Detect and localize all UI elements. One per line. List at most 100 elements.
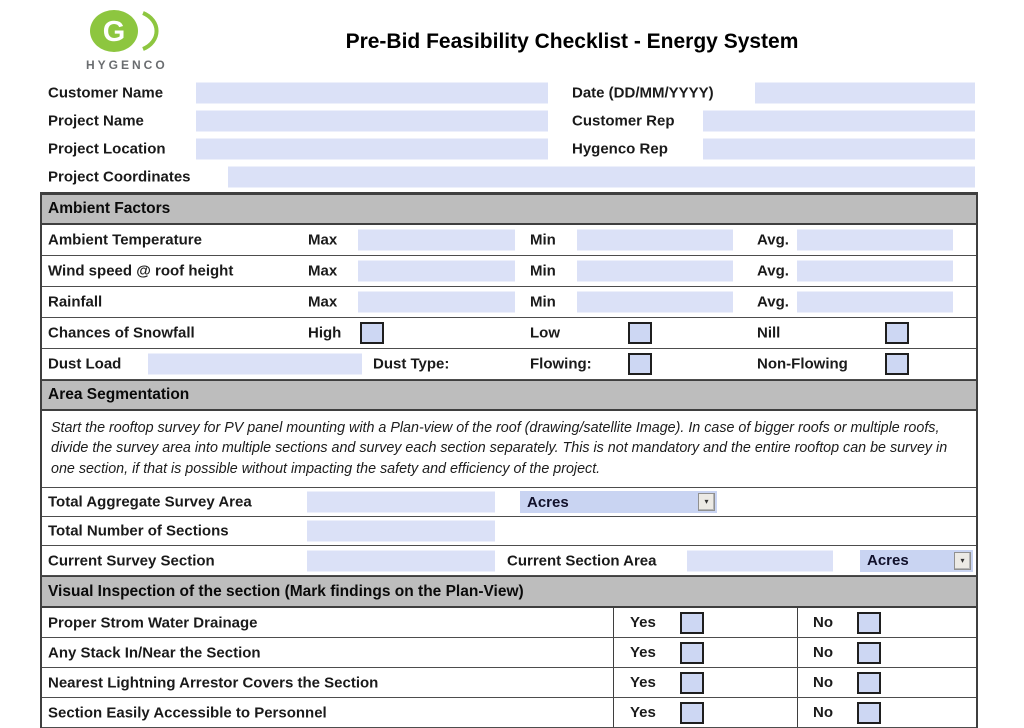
date-label: Date (DD/MM/YYYY) bbox=[572, 84, 714, 102]
customer-name-input[interactable] bbox=[196, 82, 548, 104]
rainfall-max-input[interactable] bbox=[358, 291, 515, 313]
drainage-yes-checkbox[interactable] bbox=[679, 611, 704, 634]
rainfall-min-input[interactable] bbox=[577, 291, 733, 313]
row-project-location-hygenco-rep: Project Location Hygenco Rep bbox=[0, 137, 1024, 161]
project-coordinates-input[interactable] bbox=[228, 166, 975, 188]
table-row-inspection-accessible: Section Easily Accessible to Personnel Y… bbox=[42, 698, 976, 728]
table-row-total-aggregate-area: Total Aggregate Survey Area Acres ▾ bbox=[42, 488, 976, 517]
project-location-input[interactable] bbox=[196, 138, 548, 160]
current-section-area-label: Current Section Area bbox=[507, 552, 657, 569]
snowfall-label: Chances of Snowfall bbox=[48, 324, 195, 342]
accessible-no-checkbox[interactable] bbox=[857, 701, 881, 724]
avg-label: Avg. bbox=[757, 262, 789, 280]
ambient-temperature-min-input[interactable] bbox=[577, 229, 733, 251]
table-row-ambient-temperature: Ambient Temperature Max Min Avg. bbox=[42, 225, 976, 256]
rainfall-avg-input[interactable] bbox=[797, 291, 953, 313]
total-sections-input[interactable] bbox=[307, 520, 495, 542]
total-area-input[interactable] bbox=[307, 491, 495, 513]
section-title: Ambient Factors bbox=[48, 200, 171, 217]
total-area-label: Total Aggregate Survey Area bbox=[48, 493, 252, 511]
snowfall-low-checkbox[interactable] bbox=[628, 322, 652, 344]
yes-label: Yes bbox=[630, 704, 656, 721]
drainage-no-checkbox[interactable] bbox=[857, 611, 881, 634]
lightning-no-checkbox[interactable] bbox=[857, 671, 881, 694]
date-input[interactable] bbox=[755, 82, 975, 104]
dust-flowing-checkbox[interactable] bbox=[628, 353, 652, 375]
inspection-item-label: Nearest Lightning Arrestor Covers the Se… bbox=[48, 674, 379, 691]
section-header-visual-inspection: Visual Inspection of the section (Mark f… bbox=[42, 576, 976, 608]
current-section-label: Current Survey Section bbox=[48, 552, 215, 569]
logo-letter: G bbox=[103, 16, 126, 48]
no-cell: No bbox=[797, 698, 992, 727]
snowfall-nill-label: Nill bbox=[757, 324, 781, 342]
dust-load-input[interactable] bbox=[148, 353, 362, 375]
total-area-unit-select[interactable]: Acres ▾ bbox=[520, 491, 717, 513]
area-segmentation-note-row: Start the rooftop survey for PV panel mo… bbox=[42, 411, 976, 488]
dust-non-flowing-checkbox[interactable] bbox=[885, 353, 909, 375]
hygenco-logo: G HYGENCO bbox=[86, 8, 206, 78]
hygenco-rep-label: Hygenco Rep bbox=[572, 140, 668, 158]
hygenco-rep-input[interactable] bbox=[703, 138, 975, 160]
table-row-wind-speed: Wind speed @ roof height Max Min Avg. bbox=[42, 256, 976, 287]
wind-speed-max-input[interactable] bbox=[358, 260, 515, 282]
current-section-input[interactable] bbox=[307, 550, 495, 571]
stack-no-checkbox[interactable] bbox=[857, 641, 881, 664]
table-row-total-sections: Total Number of Sections bbox=[42, 517, 976, 546]
yes-cell: Yes bbox=[613, 668, 814, 697]
section-header-ambient-factors: Ambient Factors bbox=[42, 194, 976, 225]
no-cell: No bbox=[797, 638, 992, 667]
wind-speed-min-input[interactable] bbox=[577, 260, 733, 282]
dropdown-arrow-icon[interactable]: ▾ bbox=[954, 551, 971, 570]
customer-rep-input[interactable] bbox=[703, 110, 975, 132]
yes-label: Yes bbox=[630, 644, 656, 661]
yes-label: Yes bbox=[630, 614, 656, 631]
project-location-label: Project Location bbox=[48, 140, 166, 158]
table-row-snowfall: Chances of Snowfall High Low Nill bbox=[42, 318, 976, 349]
hygenco-logo-icon: G bbox=[90, 10, 159, 52]
ambient-temperature-label: Ambient Temperature bbox=[48, 231, 202, 249]
current-section-area-unit-value: Acres bbox=[867, 552, 909, 569]
dust-flowing-label: Flowing: bbox=[530, 355, 592, 373]
no-label: No bbox=[813, 704, 833, 721]
current-section-area-input[interactable] bbox=[687, 550, 833, 571]
no-label: No bbox=[813, 674, 833, 691]
wind-speed-label: Wind speed @ roof height bbox=[48, 262, 234, 280]
dust-load-label: Dust Load bbox=[48, 355, 122, 373]
table-row-dust: Dust Load Dust Type: Flowing: Non-Flowin… bbox=[42, 349, 976, 380]
lightning-yes-checkbox[interactable] bbox=[679, 671, 704, 694]
no-cell: No bbox=[797, 608, 992, 637]
dust-non-flowing-label: Non-Flowing bbox=[757, 355, 848, 373]
ambient-temperature-avg-input[interactable] bbox=[797, 229, 953, 251]
row-project-coordinates: Project Coordinates bbox=[0, 165, 1024, 189]
project-coordinates-label: Project Coordinates bbox=[48, 168, 191, 186]
row-project-name-customer-rep: Project Name Customer Rep bbox=[0, 109, 1024, 133]
stack-yes-checkbox[interactable] bbox=[679, 641, 704, 664]
wind-speed-avg-input[interactable] bbox=[797, 260, 953, 282]
min-label: Min bbox=[530, 262, 556, 280]
project-name-label: Project Name bbox=[48, 112, 144, 130]
checklist-table: Ambient Factors Ambient Temperature Max … bbox=[40, 192, 978, 728]
snowfall-nill-checkbox[interactable] bbox=[885, 322, 909, 344]
table-row-inspection-stack: Any Stack In/Near the Section Yes No bbox=[42, 638, 976, 668]
snowfall-high-checkbox[interactable] bbox=[360, 322, 384, 344]
area-segmentation-note: Start the rooftop survey for PV panel mo… bbox=[51, 420, 948, 477]
inspection-item-label: Any Stack In/Near the Section bbox=[48, 644, 261, 661]
table-row-inspection-drainage: Proper Strom Water Drainage Yes No bbox=[42, 608, 976, 638]
project-name-input[interactable] bbox=[196, 110, 548, 132]
yes-cell: Yes bbox=[613, 638, 814, 667]
yes-cell: Yes bbox=[613, 608, 814, 637]
no-label: No bbox=[813, 644, 833, 661]
yes-cell: Yes bbox=[613, 698, 814, 727]
ambient-temperature-max-input[interactable] bbox=[358, 229, 515, 251]
current-section-area-unit-select[interactable]: Acres ▾ bbox=[860, 549, 973, 572]
section-title: Visual Inspection of the section (Mark f… bbox=[48, 582, 524, 600]
page-title: Pre-Bid Feasibility Checklist - Energy S… bbox=[345, 30, 799, 53]
accessible-yes-checkbox[interactable] bbox=[679, 701, 704, 724]
snowfall-high-label: High bbox=[308, 324, 342, 342]
section-header-area-segmentation: Area Segmentation bbox=[42, 380, 976, 411]
inspection-item-label: Proper Strom Water Drainage bbox=[48, 614, 258, 631]
section-title: Area Segmentation bbox=[48, 386, 190, 403]
dropdown-arrow-icon[interactable]: ▾ bbox=[698, 493, 715, 511]
table-row-current-section: Current Survey Section Current Section A… bbox=[42, 546, 976, 576]
